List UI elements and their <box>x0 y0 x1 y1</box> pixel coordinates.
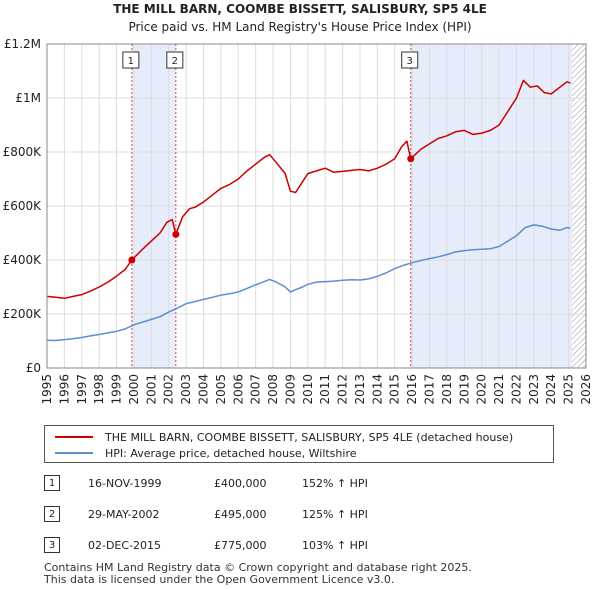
legend-swatch-property <box>55 436 93 438</box>
x-tick-label: 2022 <box>509 374 523 405</box>
transaction-hpi-change: 125% ↑ HPI <box>302 508 368 521</box>
x-tick-label: 2020 <box>475 374 489 405</box>
plot-frame <box>46 43 587 369</box>
transaction-badge: 3 <box>44 537 60 553</box>
transaction-marker-label: 2 <box>172 56 178 67</box>
x-tick-label: 2013 <box>353 374 367 405</box>
transaction-marker-box <box>122 51 140 69</box>
legend: THE MILL BARN, COOMBE BISSETT, SALISBURY… <box>44 425 554 463</box>
x-tick-label: 2009 <box>283 374 297 405</box>
transaction-marker-box <box>401 51 419 69</box>
y-tick-label: £800K <box>3 145 43 159</box>
x-tick-label: 2008 <box>266 374 280 405</box>
x-tick-label: 1999 <box>110 374 124 405</box>
x-tick-label: 2003 <box>179 374 193 405</box>
transaction-date: 16-NOV-1999 <box>88 477 162 490</box>
x-tick-label: 2006 <box>231 374 245 405</box>
transaction-price: £495,000 <box>214 508 267 521</box>
x-tick-label: 2014 <box>370 374 384 405</box>
x-tick-label: 1996 <box>57 374 71 405</box>
y-tick-label: £600K <box>3 199 43 213</box>
legend-item-hpi: HPI: Average price, detached house, Wilt… <box>55 445 357 461</box>
x-tick-label: 2011 <box>318 374 332 405</box>
x-tick-label: 2000 <box>127 374 141 405</box>
transaction-hpi-change: 103% ↑ HPI <box>302 539 368 552</box>
legend-item-property: THE MILL BARN, COOMBE BISSETT, SALISBURY… <box>55 429 513 445</box>
transaction-hpi-change: 152% ↑ HPI <box>302 477 368 490</box>
transaction-marker-label: 1 <box>128 56 134 67</box>
x-tick-label: 2019 <box>457 374 471 405</box>
y-tick-label: £1.2M <box>4 37 41 51</box>
legend-label-hpi: HPI: Average price, detached house, Wilt… <box>105 446 357 460</box>
transaction-date: 02-DEC-2015 <box>88 539 162 552</box>
x-tick-label: 2007 <box>249 374 263 405</box>
x-tick-label: 2005 <box>214 374 228 405</box>
x-tick-label: 1998 <box>92 374 106 405</box>
footer: Contains HM Land Registry data © Crown c… <box>44 562 472 586</box>
chart-title: THE MILL BARN, COOMBE BISSETT, SALISBURY… <box>113 2 487 16</box>
transaction-point <box>172 230 180 238</box>
x-tick-label: 2024 <box>544 374 558 405</box>
x-tick-label: 2001 <box>144 374 158 405</box>
x-tick-label: 1995 <box>40 374 54 405</box>
legend-label-property: THE MILL BARN, COOMBE BISSETT, SALISBURY… <box>105 430 514 444</box>
x-tick-label: 2015 <box>388 374 402 405</box>
transaction-point <box>407 155 415 163</box>
transaction-marker-box <box>166 51 184 69</box>
transaction-price: £400,000 <box>214 477 267 490</box>
transaction-badge: 2 <box>44 506 60 522</box>
x-tick-label: 2023 <box>527 374 541 405</box>
transaction-marker-label: 3 <box>407 56 413 67</box>
x-tick-label: 2016 <box>405 374 419 405</box>
hpi-line <box>46 224 571 342</box>
x-tick-label: 2010 <box>301 374 315 405</box>
y-tick-label: £1M <box>15 91 41 105</box>
transaction-date: 29-MAY-2002 <box>88 508 160 521</box>
transaction-badge: 1 <box>44 475 60 491</box>
x-tick-label: 2012 <box>336 374 350 405</box>
x-tick-label: 2018 <box>440 374 454 405</box>
legend-swatch-hpi <box>55 452 93 454</box>
x-tick-label: 2002 <box>162 374 176 405</box>
x-tick-label: 2025 <box>562 374 576 405</box>
y-tick-label: £400K <box>3 253 43 267</box>
transaction-price: £775,000 <box>214 539 267 552</box>
chart-subtitle: Price paid vs. HM Land Registry's House … <box>128 20 471 34</box>
x-tick-label: 2004 <box>196 374 210 405</box>
footer-licence: This data is licensed under the Open Gov… <box>44 573 395 586</box>
price-chart: THE MILL BARN, COOMBE BISSETT, SALISBURY… <box>3 2 593 405</box>
y-tick-label: £200K <box>3 307 43 321</box>
x-tick-label: 2021 <box>492 374 506 405</box>
footer-copyright: Contains HM Land Registry data © Crown c… <box>44 561 472 574</box>
x-tick-label: 2026 <box>579 374 593 405</box>
transaction-point <box>128 256 136 264</box>
y-tick-label: £0 <box>26 361 41 375</box>
x-tick-label: 1997 <box>75 374 89 405</box>
x-tick-label: 2017 <box>423 374 437 405</box>
property-price-line <box>46 79 571 300</box>
